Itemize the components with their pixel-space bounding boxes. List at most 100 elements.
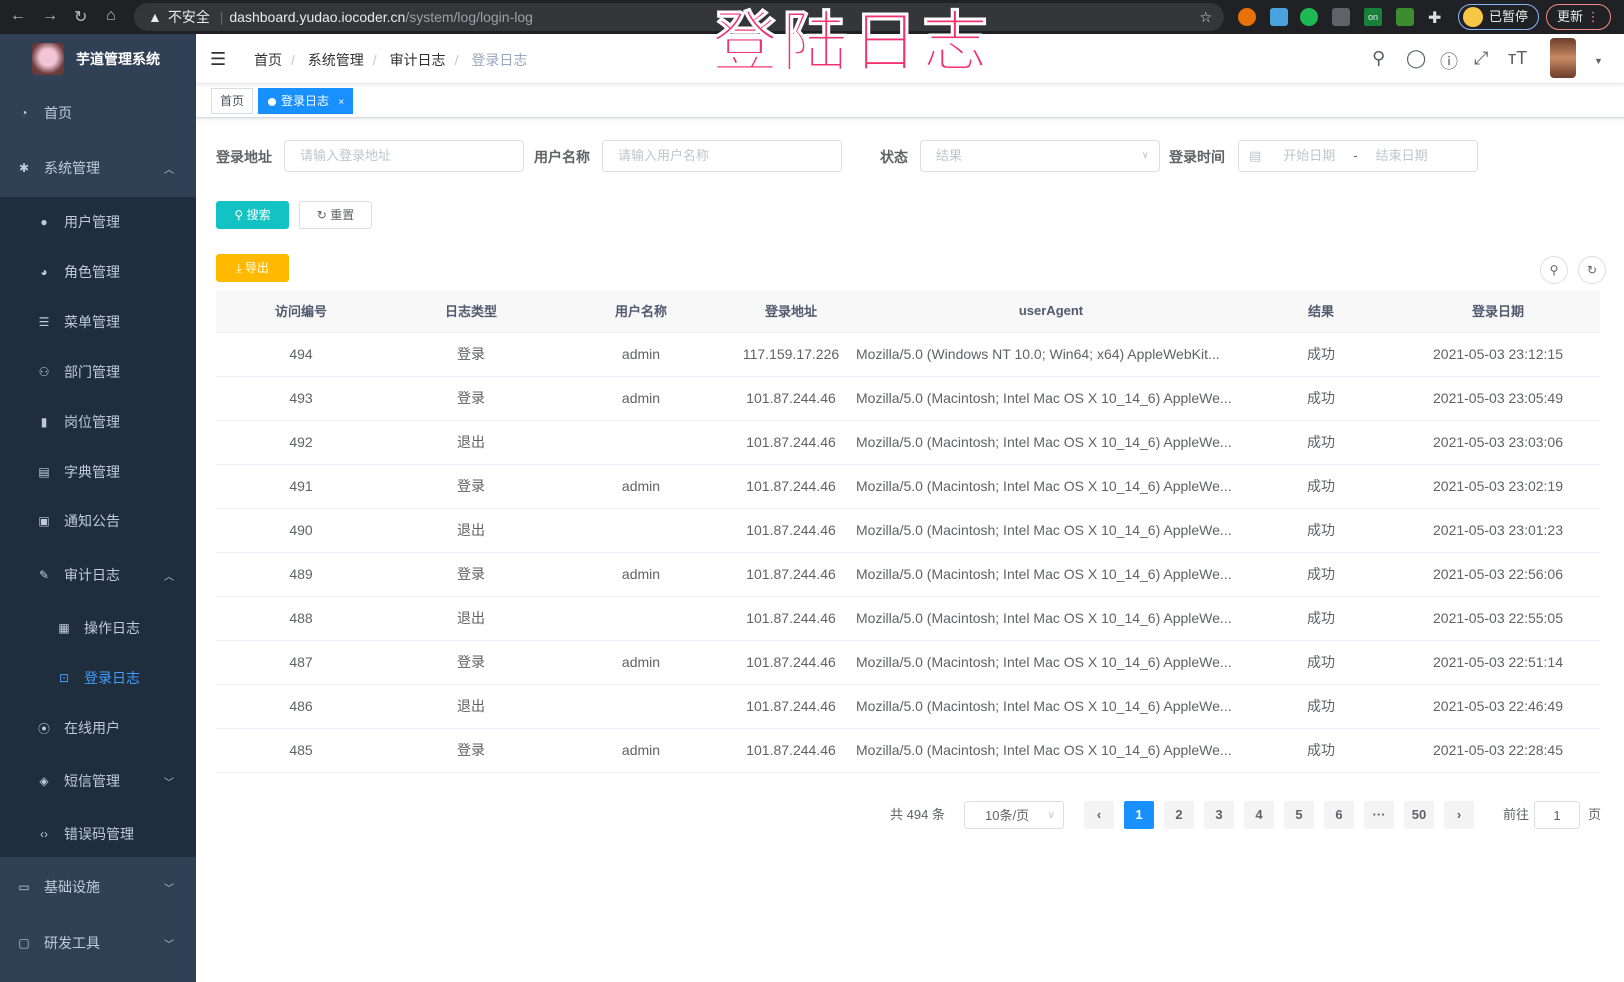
github-icon[interactable]: ◯ — [1406, 48, 1427, 68]
table-cell: admin — [556, 552, 726, 597]
table-cell: 485 — [216, 728, 386, 773]
extension-on-icon[interactable]: on — [1364, 8, 1382, 26]
profile-paused-button[interactable]: 已暂停 — [1458, 4, 1540, 30]
page-button[interactable]: 3 — [1204, 801, 1234, 829]
shield-icon: ◈ — [39, 774, 49, 788]
sidebar-item[interactable]: ▭ 基础设施 ﹀ — [0, 862, 196, 912]
update-button[interactable]: 更新 ⋮ — [1546, 4, 1611, 30]
sidebar-item[interactable]: ⦿ 在线用户 — [0, 703, 196, 753]
tag-login-log[interactable]: 登录日志 × — [258, 88, 354, 114]
pagination-total: 共 494 条 — [890, 807, 945, 822]
reload-icon[interactable]: ↻ — [74, 9, 88, 26]
table-cell: 登录 — [386, 376, 556, 421]
breadcrumb-item[interactable]: 审计日志 — [389, 52, 446, 68]
chevron-down-icon: ∨ — [1141, 150, 1149, 161]
user-avatar[interactable] — [1550, 38, 1576, 78]
sidebar-item[interactable]: ● 用户管理 — [0, 197, 196, 247]
end-date[interactable]: 结束日期 — [1375, 148, 1428, 163]
gear-icon: ✱ — [18, 161, 30, 175]
address-bar[interactable]: ▲ 不安全 | dashboard.yudao.iocoder.cn/system/… — [134, 3, 1224, 31]
hamburger-icon[interactable]: ☰ — [210, 49, 227, 69]
table-row[interactable]: 492 退出 101.87.244.46 Mozilla/5.0 (Macintosh… — [216, 420, 1600, 465]
prev-page-button[interactable]: ‹ — [1084, 801, 1114, 829]
back-icon[interactable]: ← — [10, 7, 26, 24]
close-icon[interactable]: × — [338, 97, 345, 108]
page-button[interactable]: 2 — [1164, 801, 1194, 829]
font-size-icon[interactable]: ᴛT — [1508, 48, 1528, 68]
fullscreen-icon[interactable]: ⤢ — [1474, 48, 1489, 68]
table-cell: 494 — [216, 332, 386, 377]
table-cell: 2021-05-03 23:02:19 — [1396, 464, 1600, 509]
extension-y-icon[interactable] — [1300, 8, 1318, 26]
table-row[interactable]: 488 退出 101.87.244.46 Mozilla/5.0 (Macintosh… — [216, 596, 1600, 641]
bookmark-star-icon[interactable]: ☆ — [1199, 9, 1212, 25]
sidebar-item-label: 在线用户 — [64, 720, 120, 736]
sidebar-item[interactable]: ▢ 研发工具 ﹀ — [0, 918, 196, 968]
table-row[interactable]: 491 登录 admin 101.87.244.46 Mozilla/5.0 (Maci… — [216, 464, 1600, 509]
forward-icon[interactable]: → — [42, 7, 58, 24]
toggle-search-icon[interactable]: ⚲ — [1540, 256, 1568, 284]
status-select[interactable]: 结果 ∨ — [920, 140, 1160, 172]
sidebar-item[interactable]: ▤ 字典管理 — [0, 447, 196, 497]
table-row[interactable]: 487 登录 admin 101.87.244.46 Mozilla/5.0 (Maci… — [216, 640, 1600, 685]
table-row[interactable]: 486 退出 101.87.244.46 Mozilla/5.0 (Macintosh… — [216, 684, 1600, 729]
table-row[interactable]: 490 退出 101.87.244.46 Mozilla/5.0 (Macintosh… — [216, 508, 1600, 553]
page-size-select[interactable]: 10条/页 ∨ — [964, 801, 1064, 829]
help-icon[interactable]: ⓘ — [1440, 52, 1458, 72]
table-cell: 2021-05-03 23:05:49 — [1396, 376, 1600, 421]
breadcrumb-item[interactable]: 系统管理 — [307, 52, 364, 68]
start-date[interactable]: 开始日期 — [1283, 148, 1336, 163]
page-button[interactable]: ··· — [1364, 801, 1394, 829]
search-button[interactable]: ⚲ 搜索 — [216, 201, 289, 229]
sidebar-item[interactable]: ▣ 通知公告 — [0, 496, 196, 546]
time-label: 登录时间 — [1169, 149, 1225, 165]
table-cell: 成功 — [1246, 376, 1396, 421]
sidebar-item[interactable]: ◈ 短信管理 ﹀ — [0, 756, 196, 806]
table-cell: 成功 — [1246, 332, 1396, 377]
date-range-picker[interactable]: ▤ 开始日期 - 结束日期 — [1238, 140, 1478, 172]
table-row[interactable]: 489 登录 admin 101.87.244.46 Mozilla/5.0 (Maci… — [216, 552, 1600, 597]
sidebar-item-label: 通知公告 — [64, 513, 120, 529]
caret-down-icon[interactable]: ▼ — [1594, 56, 1603, 66]
next-page-button[interactable]: › — [1444, 801, 1474, 829]
page-button[interactable]: 1 — [1124, 801, 1154, 829]
tag-home[interactable]: 首页 — [211, 88, 254, 114]
extension-leaf-icon[interactable] — [1396, 8, 1414, 26]
table-row[interactable]: 493 登录 admin 101.87.244.46 Mozilla/5.0 (Maci… — [216, 376, 1600, 421]
sidebar-item[interactable]: ◕ 角色管理 — [0, 247, 196, 297]
table-cell: 退出 — [386, 508, 556, 553]
reset-button[interactable]: ↻ 重置 — [299, 201, 372, 229]
sidebar-item[interactable]: ☰ 菜单管理 — [0, 297, 196, 347]
table-cell: 退出 — [386, 684, 556, 729]
sidebar-item[interactable]: ◔ 首页 — [0, 88, 196, 138]
page-button[interactable]: 5 — [1284, 801, 1314, 829]
home-icon[interactable]: ⌂ — [106, 7, 116, 24]
table-row[interactable]: 494 登录 admin 117.159.17.226 Mozilla/5.0 (Win… — [216, 332, 1600, 377]
refresh-table-icon[interactable]: ↻ — [1578, 256, 1606, 284]
goto-page-input[interactable]: 1 — [1534, 801, 1580, 829]
page-button[interactable]: 50 — [1404, 801, 1434, 829]
username-input[interactable]: 请输入用户名称 — [602, 140, 842, 172]
sidebar-item[interactable]: ✱ 系统管理 ︿ — [0, 143, 196, 193]
table-cell: admin — [556, 640, 726, 685]
export-button[interactable]: ⤓ 导出 — [216, 254, 289, 282]
sidebar-item[interactable]: ▮ 岗位管理 — [0, 397, 196, 447]
sidebar-item[interactable]: ✎ 审计日志 ︿ — [0, 550, 196, 600]
user-icon: ● — [40, 215, 48, 229]
extensions-puzzle-icon[interactable]: ✚ — [1428, 10, 1442, 27]
address-input[interactable]: 请输入登录地址 — [284, 140, 524, 172]
table-cell: 101.87.244.46 — [726, 552, 856, 597]
sidebar-item[interactable]: ‹› 错误码管理 — [0, 809, 196, 859]
extension-icon[interactable] — [1238, 8, 1256, 26]
breadcrumb-item[interactable]: 首页 — [254, 52, 282, 68]
page-button[interactable]: 6 — [1324, 801, 1354, 829]
app-logo[interactable]: 芋道管理系统 — [0, 34, 196, 84]
sidebar-item[interactable]: ⚇ 部门管理 — [0, 347, 196, 397]
search-icon[interactable]: ⚲ — [1372, 48, 1386, 68]
table-row[interactable]: 485 登录 admin 101.87.244.46 Mozilla/5.0 (Maci… — [216, 728, 1600, 773]
sidebar-item[interactable]: ▦ 操作日志 — [0, 603, 196, 653]
sidebar-item[interactable]: ⊡ 登录日志 — [0, 653, 196, 703]
page-button[interactable]: 4 — [1244, 801, 1274, 829]
extension-gem-icon[interactable] — [1270, 8, 1288, 26]
extension-grid-icon[interactable] — [1332, 8, 1350, 26]
